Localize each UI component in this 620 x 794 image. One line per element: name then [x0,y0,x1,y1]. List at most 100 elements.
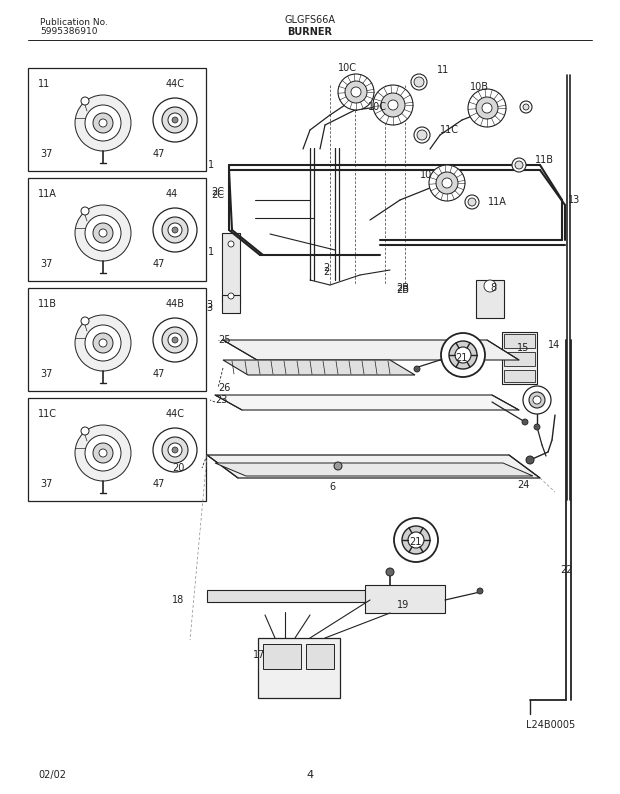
Bar [502,332,537,384]
Text: 11A: 11A [488,197,507,207]
Polygon shape [223,340,519,360]
Circle shape [515,161,523,169]
Circle shape [476,97,498,119]
Circle shape [81,97,89,105]
Text: 20: 20 [172,463,184,473]
Circle shape [168,333,182,347]
Circle shape [99,339,107,347]
Text: 2B: 2B [396,283,409,293]
Circle shape [465,195,479,209]
Circle shape [526,456,534,464]
Text: 2C: 2C [211,187,224,197]
Text: 11B: 11B [38,299,57,309]
Text: 2B: 2B [396,285,409,295]
Text: 10C: 10C [338,63,357,73]
Circle shape [85,105,121,141]
Bar [365,585,445,613]
Circle shape [533,396,541,404]
Circle shape [345,81,367,103]
Text: Publication No.: Publication No. [40,18,108,27]
Bar [222,295,240,313]
Text: 11: 11 [38,79,50,89]
Circle shape [523,386,551,414]
Text: 10: 10 [420,170,432,180]
Circle shape [153,428,197,472]
Circle shape [534,424,540,430]
Circle shape [484,280,496,292]
Circle shape [162,217,188,243]
Circle shape [85,325,121,361]
Text: GLGFS66A: GLGFS66A [285,15,335,25]
Bar [258,638,340,698]
Text: 44C: 44C [166,79,185,89]
Circle shape [99,119,107,127]
Circle shape [93,443,113,463]
Text: 2C: 2C [211,190,224,200]
Text: 3: 3 [206,300,212,310]
Circle shape [162,327,188,353]
Bar [504,370,535,382]
Bar [28,68,206,171]
Text: 11C: 11C [440,125,459,135]
Text: 37: 37 [40,479,52,489]
Circle shape [81,317,89,325]
Text: 23: 23 [215,395,228,405]
Bar [222,233,240,303]
Circle shape [411,74,427,90]
Circle shape [468,198,476,206]
Circle shape [351,87,361,97]
Text: 13: 13 [568,195,580,205]
Circle shape [81,427,89,435]
Circle shape [381,93,405,117]
Circle shape [414,366,420,372]
Polygon shape [223,360,415,375]
Bar [476,280,504,318]
Text: 6: 6 [330,482,336,492]
Circle shape [172,447,178,453]
Circle shape [436,172,458,194]
Polygon shape [207,455,540,478]
Text: 21: 21 [455,353,467,363]
Circle shape [414,77,424,87]
Circle shape [388,100,398,110]
Bar [28,398,206,501]
Text: 44C: 44C [166,409,185,419]
Circle shape [75,425,131,481]
Circle shape [373,85,413,125]
Text: 37: 37 [40,259,52,269]
Text: 2: 2 [323,263,329,273]
Text: 14: 14 [548,340,560,350]
Text: 8: 8 [490,283,496,293]
Circle shape [153,208,197,252]
Bar [28,288,206,391]
Circle shape [75,95,131,151]
Text: 5995386910: 5995386910 [40,27,97,36]
Circle shape [417,130,427,140]
Circle shape [394,518,438,562]
Text: 1: 1 [208,247,214,257]
Text: 11: 11 [437,65,450,75]
Text: 47: 47 [153,479,166,489]
Text: BURNER: BURNER [288,27,332,37]
Circle shape [172,227,178,233]
Text: 24: 24 [518,480,530,490]
Circle shape [482,103,492,113]
Circle shape [172,117,178,123]
Text: 47: 47 [153,149,166,159]
Circle shape [402,526,430,554]
Circle shape [162,437,188,463]
Circle shape [529,392,545,408]
Text: 37: 37 [40,369,52,379]
Circle shape [455,347,471,363]
Circle shape [99,449,107,457]
Circle shape [477,588,483,594]
Circle shape [228,293,234,299]
Text: 37: 37 [40,149,52,159]
Circle shape [168,113,182,127]
Circle shape [441,333,485,377]
Circle shape [85,215,121,251]
Bar [263,644,301,669]
Text: 2: 2 [323,267,329,277]
Circle shape [93,333,113,353]
Text: 17: 17 [253,650,265,660]
